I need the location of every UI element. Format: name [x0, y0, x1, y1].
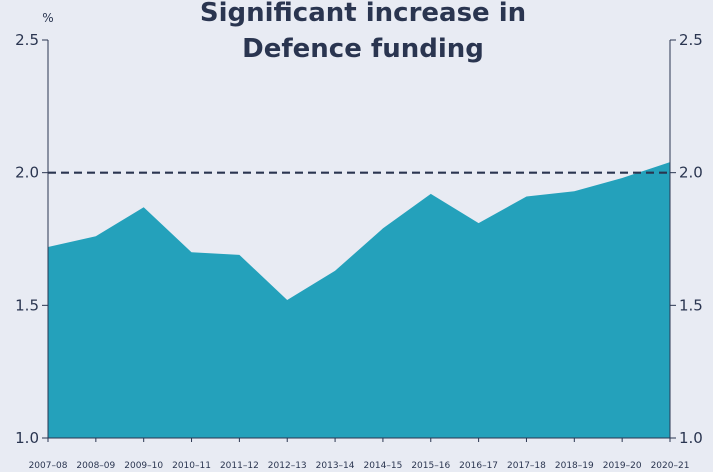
y-tick-label-right-2: 2.0 [679, 164, 703, 182]
data-point-2 [142, 205, 146, 209]
y-tick-label-left-3: 2.5 [15, 31, 39, 49]
x-tick-label-3: 2010–11 [172, 461, 211, 471]
data-point-9 [477, 221, 481, 225]
x-tick-label-0: 2007–08 [29, 461, 68, 471]
x-tick-label-1: 2008–09 [76, 461, 115, 471]
data-point-10 [525, 195, 529, 199]
data-point-5 [285, 298, 289, 302]
x-tick-label-8: 2015–16 [411, 461, 450, 471]
data-point-8 [429, 192, 433, 196]
x-tick-label-4: 2011–12 [220, 461, 259, 471]
x-tick-label-2: 2009–10 [124, 461, 163, 471]
data-point-12 [620, 176, 624, 180]
x-tick-label-12: 2019–20 [603, 461, 642, 471]
chart-title-line-1: Significant increase in [200, 0, 526, 28]
y-tick-label-right-0: 1.0 [679, 429, 703, 447]
plot-area: 1.0 1.0 1.5 1.5 2.0 2.0 2.5 2.5 2007–08 2008–09 20… [15, 31, 703, 471]
x-tick-label-9: 2016–17 [459, 461, 498, 471]
y-tick-label-left-1: 1.5 [15, 296, 39, 314]
x-tick-label-10: 2017–18 [507, 461, 546, 471]
area-series [48, 162, 670, 438]
data-point-11 [572, 189, 576, 193]
y-tick-label-right-3: 2.5 [679, 31, 703, 49]
data-point-4 [237, 253, 241, 257]
x-tick-label-7: 2014–15 [363, 461, 402, 471]
x-tick-label-6: 2013–14 [316, 461, 355, 471]
data-point-1 [94, 234, 98, 238]
chart-title-line-2: Defence funding [242, 34, 484, 64]
x-tick-label-13: 2020–21 [651, 461, 690, 471]
y-axis-unit-label: % [42, 11, 53, 25]
x-tick-label-5: 2012–13 [268, 461, 307, 471]
data-point-6 [333, 269, 337, 273]
data-point-3 [190, 250, 194, 254]
x-tick-label-11: 2018–19 [555, 461, 594, 471]
y-tick-label-left-0: 1.0 [15, 429, 39, 447]
data-point-7 [381, 226, 385, 230]
y-tick-label-left-2: 2.0 [15, 164, 39, 182]
y-tick-label-right-1: 1.5 [679, 296, 703, 314]
